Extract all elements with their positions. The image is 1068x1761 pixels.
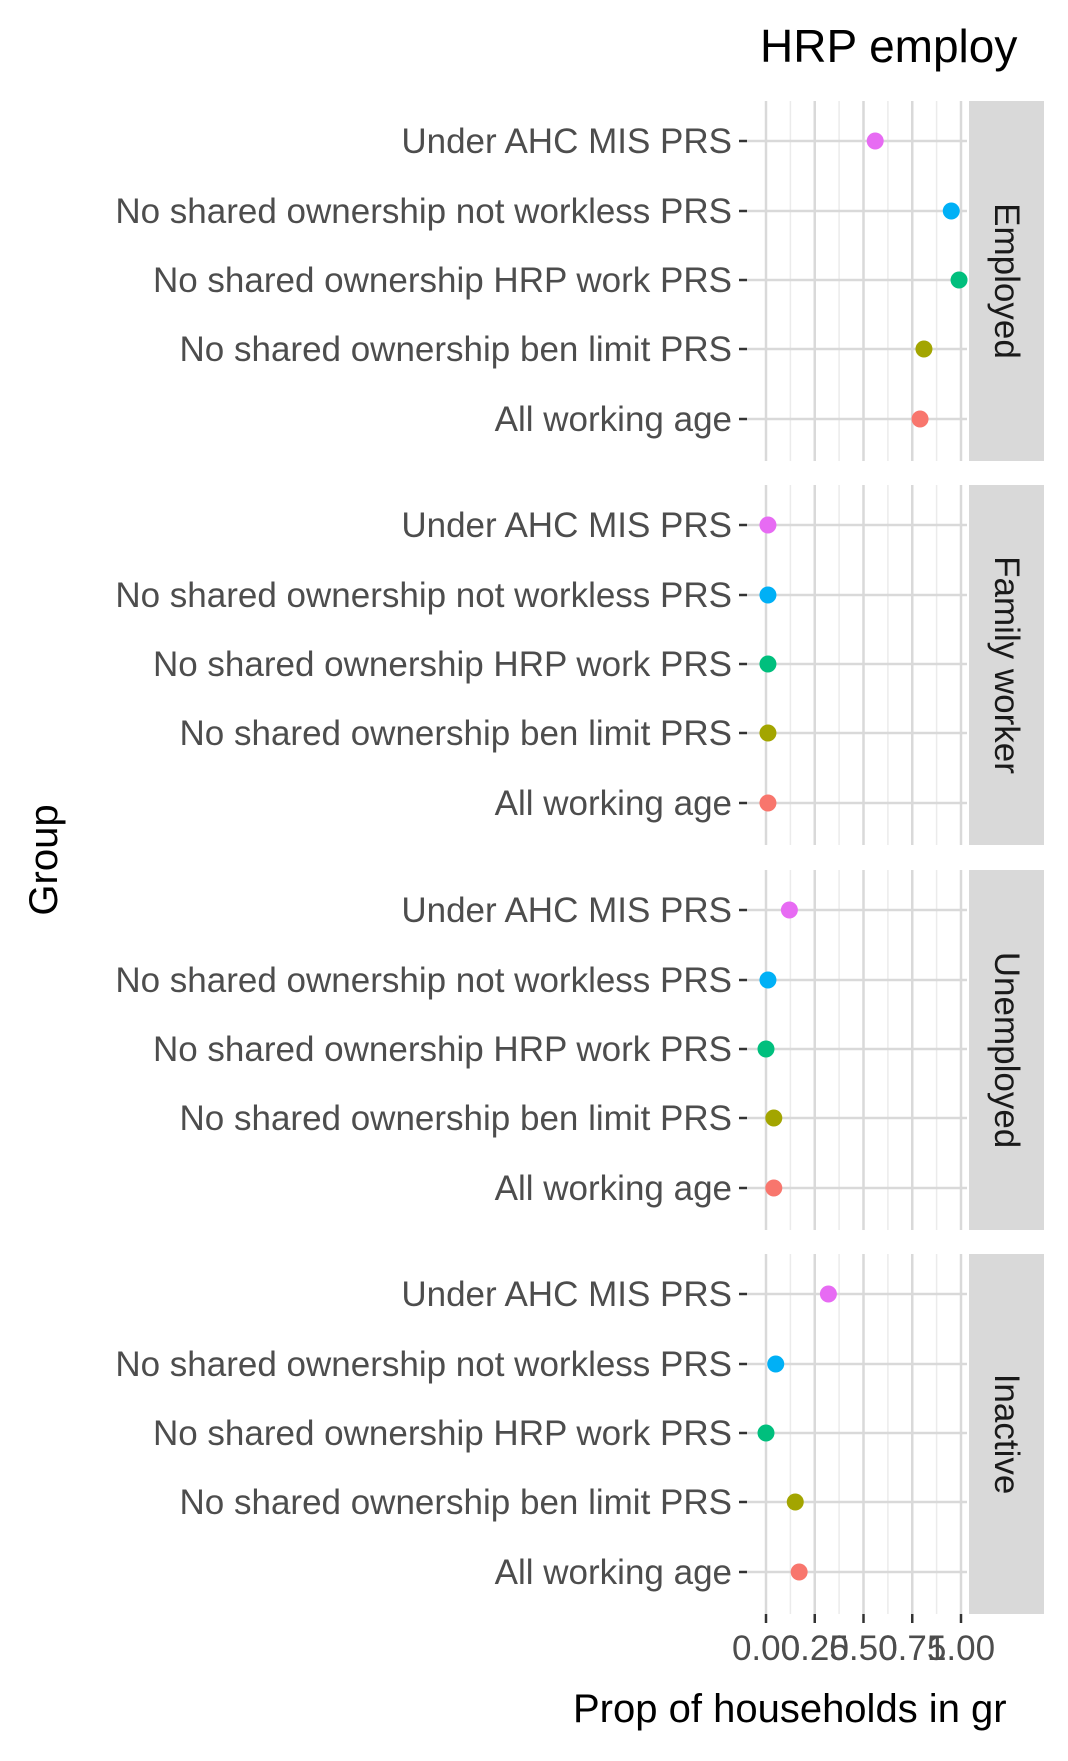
- y-tick-label: All working age: [495, 1169, 732, 1208]
- y-tick-label: All working age: [495, 400, 732, 439]
- data-point: [759, 587, 776, 604]
- data-point: [765, 1180, 782, 1197]
- data-point: [912, 411, 929, 428]
- data-point: [759, 725, 776, 742]
- y-tick-label: No shared ownership not workless PRS: [115, 961, 732, 1000]
- panel-inactive: Under AHC MIS PRS No shared ownership not…: [115, 1254, 1044, 1614]
- y-tick-label: No shared ownership HRP work PRS: [153, 645, 732, 684]
- panel-family-worker: Under AHC MIS PRS No shared ownership not…: [115, 485, 1044, 845]
- data-point: [781, 902, 798, 919]
- data-point: [765, 1110, 782, 1127]
- y-tick-label: No shared ownership not workless PRS: [115, 576, 732, 615]
- chart-title: HRP employ: [760, 20, 1017, 72]
- data-point: [767, 1356, 784, 1373]
- y-axis-label: Group: [22, 804, 66, 915]
- data-point: [951, 272, 968, 289]
- y-tick-label: No shared ownership ben limit PRS: [180, 1483, 732, 1522]
- data-point: [759, 517, 776, 534]
- data-point: [758, 1425, 775, 1442]
- data-point: [915, 341, 932, 358]
- y-tick-label: No shared ownership ben limit PRS: [180, 714, 732, 753]
- data-point: [759, 656, 776, 673]
- data-point: [820, 1286, 837, 1303]
- y-tick-label: No shared ownership not workless PRS: [115, 192, 732, 231]
- y-tick-label: Under AHC MIS PRS: [401, 506, 732, 545]
- y-tick-label: All working age: [495, 784, 732, 823]
- x-axis-label: Prop of households in gr: [573, 1687, 1007, 1731]
- y-tick-label: No shared ownership ben limit PRS: [180, 1099, 732, 1138]
- data-point: [867, 133, 884, 150]
- data-point: [759, 972, 776, 989]
- facet-strip-label: Employed: [987, 203, 1026, 359]
- y-tick-label: No shared ownership HRP work PRS: [153, 1030, 732, 1069]
- panel-employed: Under AHC MIS PRS No shared ownership not…: [115, 101, 1044, 461]
- panels-layer: Under AHC MIS PRS No shared ownership not…: [115, 101, 1044, 1668]
- x-tick-label: 1.00: [927, 1629, 995, 1668]
- y-tick-label: No shared ownership ben limit PRS: [180, 330, 732, 369]
- y-tick-label: Under AHC MIS PRS: [401, 122, 732, 161]
- facet-strip-label: Inactive: [987, 1374, 1026, 1495]
- data-point: [787, 1494, 804, 1511]
- y-tick-label: No shared ownership HRP work PRS: [153, 261, 732, 300]
- data-point: [759, 795, 776, 812]
- y-tick-label: No shared ownership HRP work PRS: [153, 1414, 732, 1453]
- facet-strip-label: Family worker: [987, 556, 1026, 774]
- y-tick-label: Under AHC MIS PRS: [401, 891, 732, 930]
- y-tick-label: No shared ownership not workless PRS: [115, 1345, 732, 1384]
- y-tick-label: Under AHC MIS PRS: [401, 1275, 732, 1314]
- panel-unemployed: Under AHC MIS PRS No shared ownership not…: [115, 870, 1044, 1230]
- data-point: [758, 1041, 775, 1058]
- y-tick-label: All working age: [495, 1553, 732, 1592]
- facet-strip-label: Unemployed: [987, 952, 1026, 1149]
- data-point: [943, 203, 960, 220]
- data-point: [791, 1564, 808, 1581]
